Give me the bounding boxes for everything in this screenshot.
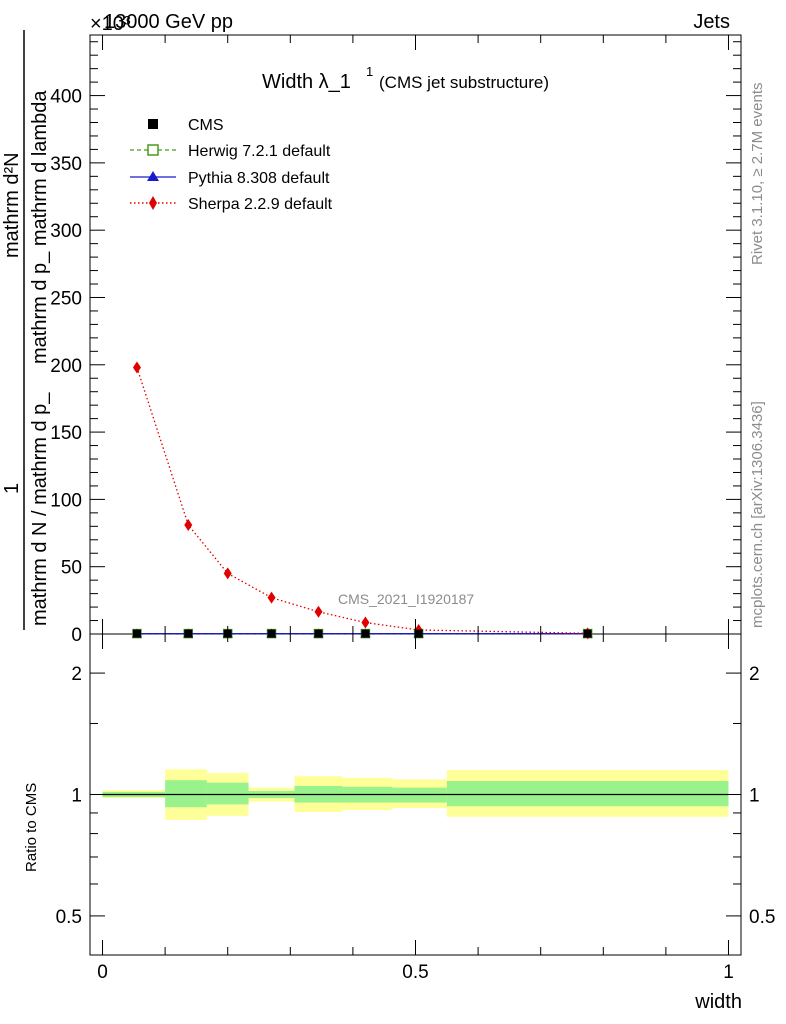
xtick-label: 1 — [723, 962, 734, 983]
xtick-label: 0 — [97, 962, 108, 983]
legend-label-herwig: Herwig 7.2.1 default — [188, 143, 331, 160]
ratio-band-inner — [165, 780, 207, 808]
legend-entry-sherpa: Sherpa 2.2.9 default — [130, 196, 333, 213]
point-sherpa — [361, 616, 370, 629]
point-sherpa — [132, 361, 141, 374]
xtick-label: 0.5 — [402, 962, 428, 983]
legend: CMS Herwig 7.2.1 default Pythia 8.308 de… — [130, 117, 333, 213]
title-main: Width λ_1 — [262, 71, 351, 93]
main-y-axis-title: mathrm d²N mathrm d p_ mathrm d lambda 1… — [1, 30, 51, 630]
ratio-ytick-label-left: 2 — [71, 664, 82, 685]
main-ytick-label: 300 — [50, 221, 82, 242]
title-subtitle: (CMS jet substructure) — [379, 73, 549, 92]
legend-marker-cms — [148, 119, 158, 129]
legend-marker-herwig — [147, 144, 159, 156]
point-sherpa — [314, 605, 323, 618]
ylabel2-numerator: 1 — [1, 483, 23, 494]
legend-marker-sherpa — [149, 196, 157, 210]
point-sherpa — [223, 567, 232, 580]
analysis-watermark: CMS_2021_I1920187 — [338, 591, 474, 607]
legend-entry-cms: CMS — [148, 117, 224, 134]
main-ytick-label: 150 — [50, 423, 82, 444]
rivet-label: Rivet 3.1.10, ≥ 2.7M events — [749, 83, 766, 266]
point-cms — [414, 629, 423, 638]
plot-title: Width λ_1 1 (CMS jet substructure) — [262, 64, 549, 93]
point-sherpa — [267, 591, 276, 604]
main-ytick-label: 250 — [50, 288, 82, 309]
main-ytick-label: 400 — [50, 87, 82, 108]
ratio-y-axis-title: Ratio to CMS — [23, 783, 40, 872]
point-cms — [132, 629, 141, 638]
x-axis-title: width — [694, 991, 742, 1013]
ratio-band-inner — [446, 781, 729, 807]
point-cms — [184, 629, 193, 638]
ratio-plot-data — [102, 769, 729, 820]
title-superscript: 1 — [366, 64, 373, 79]
ratio-ytick-label-right: 0.5 — [749, 907, 775, 928]
exponent-label: ×10³ — [90, 13, 131, 35]
legend-marker-pythia — [147, 171, 159, 181]
main-ytick-label: 100 — [50, 490, 82, 511]
process-label: Jets — [693, 11, 730, 33]
main-ytick-label: 0 — [71, 625, 82, 646]
ratio-ytick-label-right: 1 — [749, 786, 760, 807]
axes-ticks: 0 50 100 150 200 250 300 350 400 0 0.5 1 0.5 0.5 1 1 2 2 — [50, 35, 775, 983]
point-cms — [314, 629, 323, 638]
point-cms — [267, 629, 276, 638]
legend-entry-herwig: Herwig 7.2.1 default — [130, 143, 331, 160]
ylabel2-denominator: mathrm d N / mathrm d p_ — [29, 392, 51, 626]
main-ytick-label: 200 — [50, 356, 82, 377]
legend-label-sherpa: Sherpa 2.2.9 default — [188, 196, 333, 213]
point-cms — [361, 629, 370, 638]
ylabel-numerator: mathrm d²N — [1, 152, 23, 258]
ratio-ytick-label-left: 1 — [71, 786, 82, 807]
ylabel-denominator: mathrm d p_ mathrm d lambda — [29, 90, 51, 364]
point-sherpa — [184, 518, 193, 531]
legend-label-pythia: Pythia 8.308 default — [188, 170, 330, 187]
ratio-ytick-label-right: 2 — [749, 664, 760, 685]
main-ytick-label: 50 — [61, 558, 82, 579]
ratio-ytick-label-left: 0.5 — [56, 907, 82, 928]
main-ytick-label: 350 — [50, 154, 82, 175]
series-line-sherpa — [136, 367, 588, 634]
legend-label-cms: CMS — [188, 117, 224, 134]
mcplots-label: mcplots.cern.ch [arXiv:1306.3436] — [749, 401, 766, 628]
energy-label: 13000 GeV pp — [104, 11, 233, 33]
point-cms — [583, 629, 592, 638]
legend-entry-pythia: Pythia 8.308 default — [130, 170, 330, 187]
ratio-band-inner — [206, 782, 249, 805]
